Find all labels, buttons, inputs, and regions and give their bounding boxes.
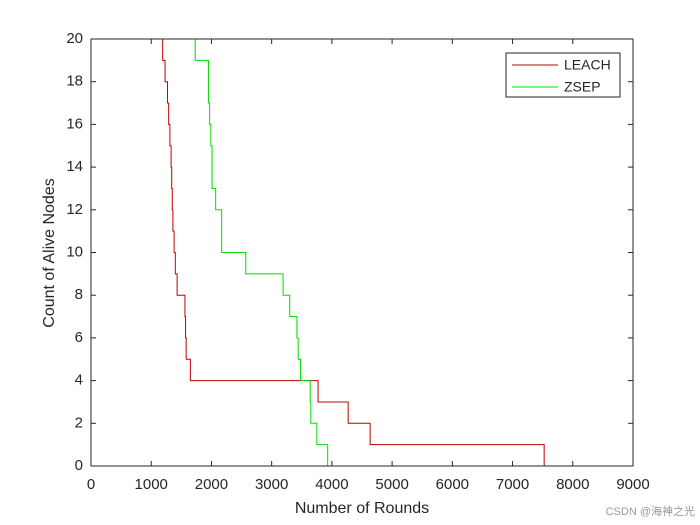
y-tick-label: 14: [66, 158, 83, 175]
x-tick-label: 2000: [195, 476, 228, 493]
y-tick-label: 12: [66, 201, 83, 218]
y-axis-label: Count of Alive Nodes: [41, 178, 58, 327]
axes-box: [90, 38, 634, 467]
x-tick-label: 3000: [255, 476, 288, 493]
watermark: CSDN @海神之光: [606, 504, 695, 518]
y-tick-label: 4: [75, 372, 83, 389]
x-tick-label: 4000: [315, 476, 348, 493]
x-tick-label: 8000: [556, 476, 589, 493]
x-axis-label: Number of Rounds: [295, 500, 429, 517]
y-tick-label: 8: [75, 286, 83, 303]
x-tick-label: 9000: [616, 476, 649, 493]
legend-label: ZSEP: [564, 79, 601, 95]
y-tick-label: 0: [75, 457, 83, 474]
x-tick-label: 5000: [375, 476, 408, 493]
x-tick-label: 0: [87, 476, 95, 493]
y-tick-label: 20: [66, 30, 83, 47]
step-line: [160, 38, 633, 467]
y-tick-label: 2: [75, 414, 83, 431]
legend-label: LEACH: [564, 57, 611, 73]
step-line: [193, 38, 633, 467]
legend-box: [505, 52, 621, 98]
y-tick-label: 16: [66, 115, 83, 132]
x-tick-label: 1000: [135, 476, 168, 493]
x-tick-label: 7000: [496, 476, 529, 493]
y-tick-label: 18: [66, 73, 83, 90]
y-tick-label: 10: [66, 243, 83, 260]
y-tick-label: 6: [75, 329, 83, 346]
x-tick-label: 6000: [436, 476, 469, 493]
